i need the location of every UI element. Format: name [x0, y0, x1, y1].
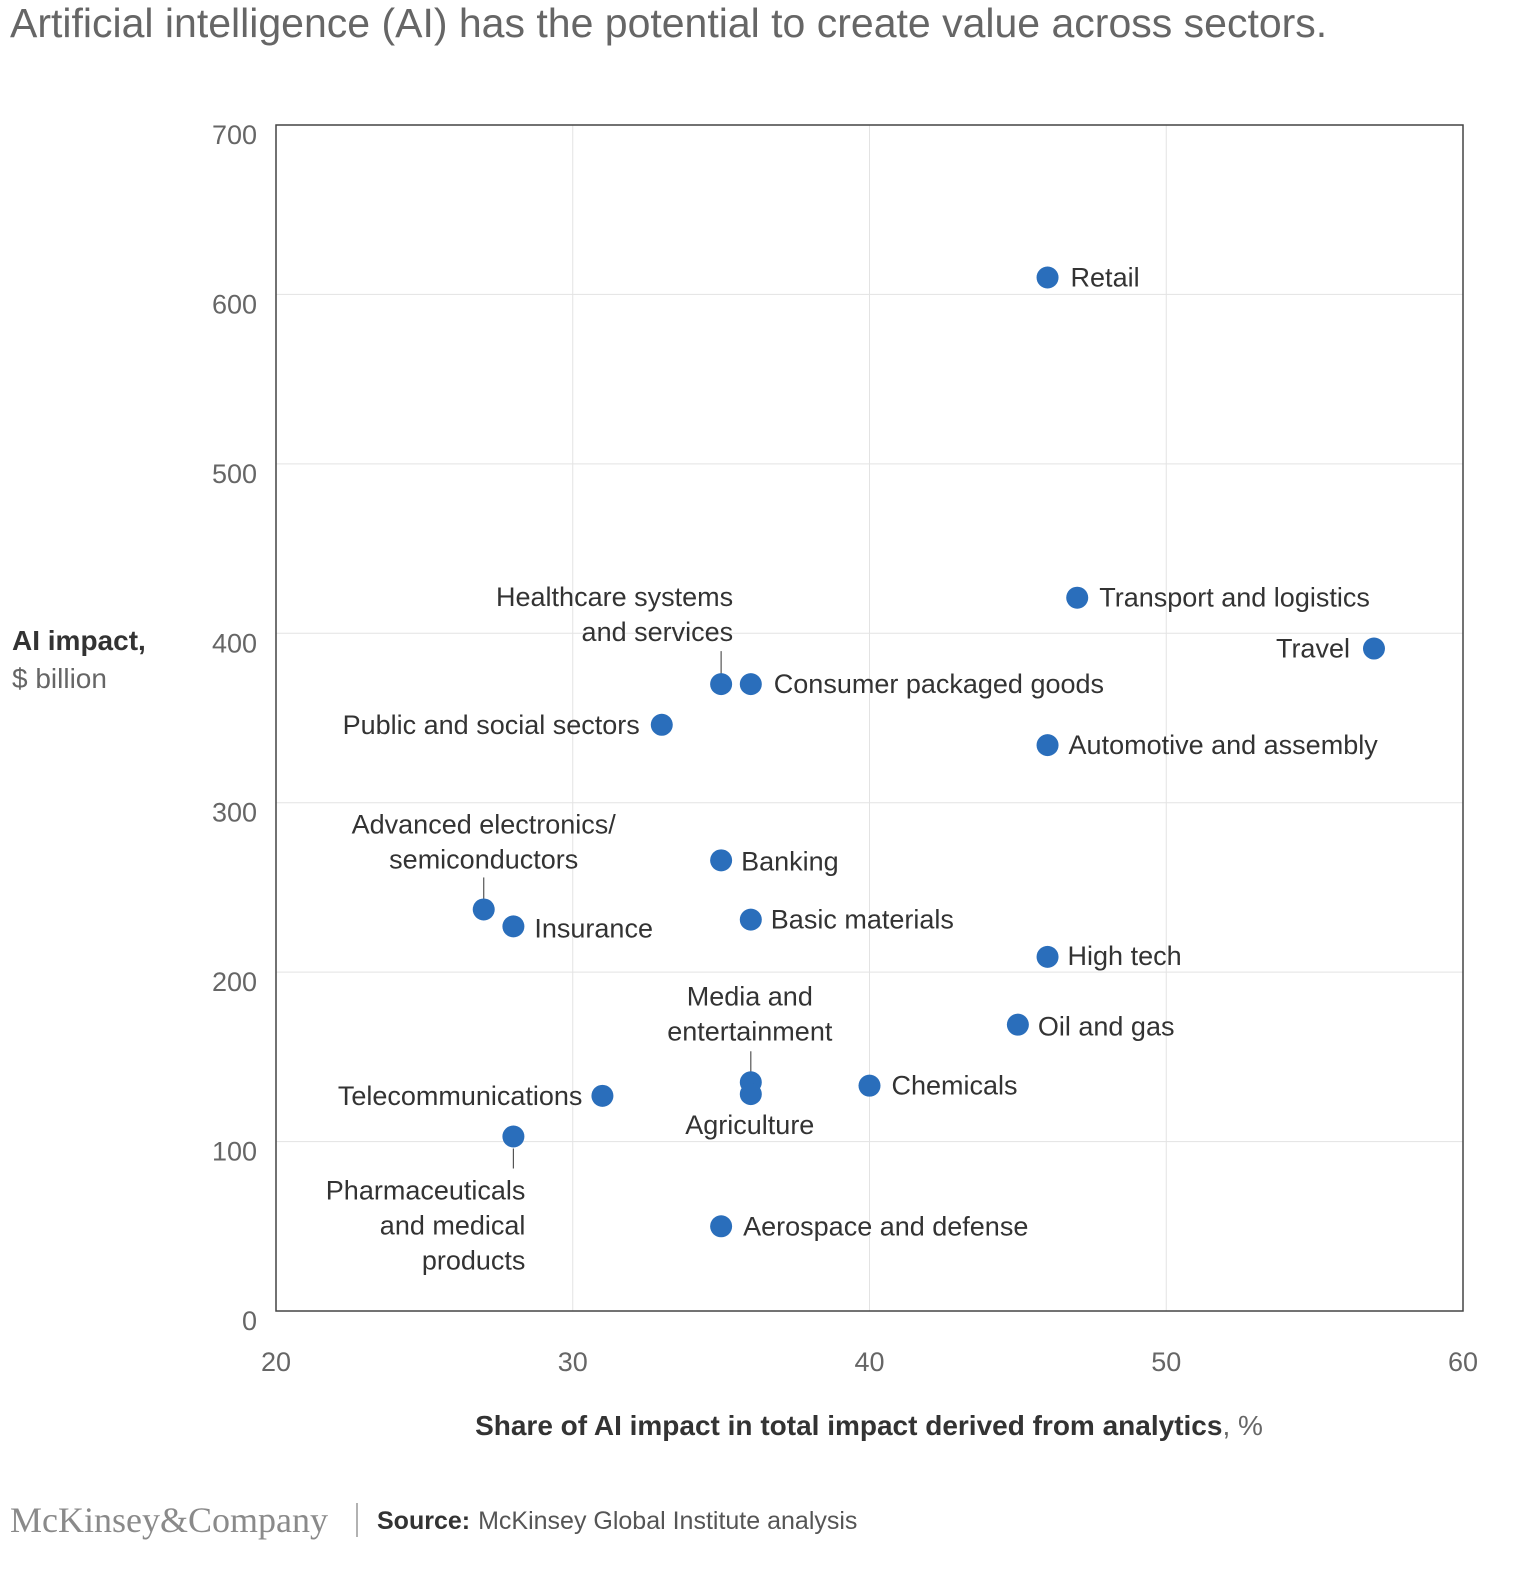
data-point-group: Public and social sectors	[343, 710, 673, 740]
data-point-group: Telecommunications	[338, 1081, 614, 1111]
data-point	[502, 1125, 525, 1148]
data-point	[502, 915, 525, 938]
points: Retail Transport and logistics Travel Healt…	[326, 262, 1385, 1275]
data-point	[650, 713, 673, 736]
data-point-group: Oil and gas	[1006, 1012, 1175, 1042]
data-point-group: Retail	[1036, 262, 1140, 292]
point-label: Telecommunications	[338, 1081, 583, 1111]
data-point	[858, 1074, 881, 1097]
y-axis-unit: $ billion	[12, 663, 107, 694]
point-label: Agriculture	[685, 1110, 814, 1140]
chart-title: Artificial intelligence (AI) has the pot…	[10, 0, 1327, 46]
data-point	[1006, 1013, 1029, 1036]
data-point	[472, 898, 495, 921]
point-label: semiconductors	[389, 844, 578, 874]
point-label: Public and social sectors	[343, 710, 640, 740]
x-tick-label: 50	[1151, 1347, 1181, 1377]
point-label: Media and	[687, 981, 813, 1011]
y-tick-label: 500	[212, 459, 257, 489]
point-label: Healthcare systems	[496, 582, 733, 612]
point-label: Automotive and assembly	[1069, 730, 1379, 760]
point-label: and services	[582, 617, 734, 647]
data-point-group: Insurance	[502, 913, 653, 943]
point-label: Banking	[741, 846, 839, 876]
data-point-group: Consumer packaged goods	[739, 669, 1104, 699]
y-tick-label: 200	[212, 967, 257, 997]
source-label: Source:	[377, 1507, 470, 1535]
y-tick-label: 0	[242, 1306, 257, 1336]
y-tick-label: 600	[212, 289, 257, 319]
data-point-group: Basic materials	[739, 905, 954, 935]
data-point-group: Healthcare systems and services	[496, 582, 734, 696]
data-point-group: Agriculture	[685, 1083, 814, 1140]
point-label: Advanced electronics/	[352, 809, 617, 839]
data-point	[1036, 266, 1059, 289]
data-point	[710, 673, 733, 696]
point-label: Oil and gas	[1038, 1012, 1175, 1042]
point-label: Pharmaceuticals	[326, 1175, 526, 1205]
point-label: entertainment	[667, 1016, 833, 1046]
data-point	[591, 1084, 614, 1107]
data-point	[739, 673, 762, 696]
point-label: Insurance	[534, 913, 653, 943]
data-point	[1036, 945, 1059, 968]
data-point-group: Chemicals	[858, 1071, 1018, 1101]
data-point-group: Travel	[1276, 634, 1385, 664]
data-point-group: Transport and logistics	[1066, 583, 1370, 613]
x-tick-label: 60	[1448, 1347, 1478, 1377]
point-label: products	[422, 1245, 526, 1275]
x-axis-unit: , %	[1222, 1410, 1262, 1441]
plot-frame	[275, 124, 1464, 1312]
data-point-group: Banking	[710, 846, 839, 876]
y-tick-label: 100	[212, 1137, 257, 1167]
point-label: Travel	[1276, 634, 1350, 664]
data-point-group: Aerospace and defense	[710, 1211, 1028, 1241]
data-point	[1036, 734, 1059, 757]
data-point-group: Pharmaceuticals and medical products	[326, 1125, 526, 1275]
data-point	[710, 849, 733, 872]
mckinsey-logo: McKinsey&Company	[10, 1500, 328, 1540]
point-label: and medical	[380, 1210, 526, 1240]
source-note: Source: McKinsey Global Institute analysi…	[377, 1507, 857, 1535]
data-point	[1066, 586, 1089, 609]
data-point	[1362, 637, 1385, 660]
data-point-group: Media and entertainment	[667, 981, 833, 1094]
data-point	[739, 1083, 762, 1106]
point-label: Aerospace and defense	[743, 1211, 1028, 1241]
point-label: Retail	[1071, 262, 1140, 292]
x-axis-title: Share of AI impact in total impact deriv…	[475, 1410, 1263, 1441]
x-tick-label: 30	[558, 1347, 588, 1377]
y-tick-label: 300	[212, 798, 257, 828]
tick-labels: 0 100 200 300 400 500 600 700 20 30 40 50 60	[212, 120, 1478, 1377]
data-point	[710, 1215, 733, 1238]
data-point-group: Advanced electronics/semiconductors	[352, 809, 617, 921]
x-tick-label: 20	[261, 1347, 291, 1377]
point-label: High tech	[1068, 941, 1182, 971]
data-point	[739, 908, 762, 931]
data-point-group: High tech	[1036, 941, 1182, 971]
point-label: Chemicals	[892, 1071, 1018, 1101]
x-axis-label: Share of AI impact in total impact deriv…	[475, 1410, 1222, 1441]
data-point-group: Automotive and assembly	[1036, 730, 1379, 760]
y-tick-label: 400	[212, 628, 257, 658]
y-axis-label: AI impact,	[12, 625, 146, 656]
point-label: Transport and logistics	[1099, 583, 1370, 613]
point-label: Consumer packaged goods	[774, 669, 1104, 699]
y-tick-label: 700	[212, 120, 257, 150]
point-label: Basic materials	[771, 905, 954, 935]
x-tick-label: 40	[854, 1347, 884, 1377]
source-text: McKinsey Global Institute analysis	[478, 1507, 857, 1535]
